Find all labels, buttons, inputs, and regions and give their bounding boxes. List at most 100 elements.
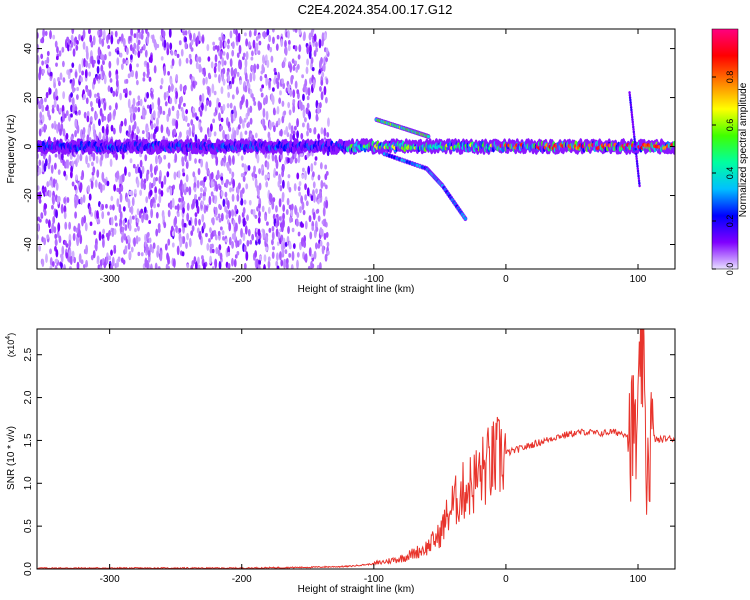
- heatmap-cell: [235, 29, 239, 37]
- heatmap-cell: [317, 133, 321, 140]
- heatmap-cell: [105, 126, 109, 136]
- heatmap-cell: [232, 131, 236, 140]
- heatmap-cell: [104, 53, 107, 61]
- spectrogram-xlabel: Height of straight line (km): [298, 284, 415, 295]
- heatmap-cell: [76, 40, 79, 45]
- heatmap-cell: [108, 105, 112, 111]
- heatmap-cell: [40, 98, 44, 105]
- heatmap-cell: [298, 29, 302, 36]
- heatmap-cell: [144, 154, 148, 162]
- heatmap-cell: [240, 155, 244, 161]
- heatmap-cell: [132, 105, 136, 115]
- heatmap-cell: [633, 135, 636, 139]
- heatmap-cell: [38, 159, 42, 166]
- heatmap-cell: [170, 225, 174, 232]
- heatmap-cell: [40, 38, 44, 44]
- heatmap-cell: [203, 186, 207, 193]
- heatmap-cell: [157, 97, 161, 107]
- heatmap-cell: [231, 109, 234, 115]
- heatmap-cell: [108, 230, 111, 237]
- heatmap-cell: [150, 182, 154, 189]
- heatmap-cell: [127, 242, 131, 250]
- heatmap-cell: [252, 208, 256, 217]
- snr-ytick-label: 0.0: [23, 562, 34, 576]
- heatmap-cell: [143, 109, 147, 116]
- heatmap-cell: [74, 109, 78, 115]
- spectrogram-xtick-label: 0: [503, 274, 509, 285]
- heatmap-cell: [261, 84, 265, 89]
- heatmap-cell: [316, 264, 320, 269]
- snr-multiplier: (x104): [5, 333, 16, 357]
- heatmap-cell: [282, 218, 285, 229]
- heatmap-cell: [294, 45, 298, 52]
- heatmap-cell: [54, 238, 58, 247]
- heatmap-cell: [59, 72, 63, 81]
- heatmap-cell: [188, 151, 192, 160]
- heatmap-cell: [156, 244, 160, 252]
- heatmap-cell: [243, 117, 247, 123]
- heatmap-cell: [282, 204, 286, 212]
- heatmap-cell: [298, 44, 302, 53]
- heatmap-cell: [266, 221, 269, 226]
- heatmap-cell: [65, 132, 69, 140]
- heatmap-cell: [313, 50, 317, 57]
- heatmap-cell: [66, 197, 70, 203]
- heatmap-cell: [46, 234, 50, 240]
- heatmap-cell: [154, 41, 158, 51]
- heatmap-cell: [296, 259, 299, 269]
- heatmap-cell: [201, 92, 205, 103]
- heatmap-cell: [205, 232, 208, 238]
- heatmap-cell: [139, 159, 143, 168]
- heatmap-cell: [159, 251, 163, 262]
- heatmap-cell: [136, 126, 140, 135]
- heatmap-cell: [145, 132, 149, 139]
- heatmap-cell: [233, 29, 236, 35]
- heatmap-cell: [192, 80, 195, 88]
- colorbar-label: Normalized spectral amplitude: [738, 82, 749, 217]
- heatmap-cell: [241, 187, 245, 194]
- heatmap-cell: [236, 52, 240, 58]
- heatmap-cell: [317, 104, 320, 115]
- heatmap-cell: [312, 211, 316, 221]
- heatmap-cell: [149, 163, 153, 173]
- heatmap-cell: [304, 254, 307, 262]
- heatmap-cell: [185, 57, 189, 64]
- heatmap-cell: [107, 211, 110, 216]
- heatmap-cell: [146, 67, 150, 73]
- heatmap-cell: [296, 172, 300, 180]
- heatmap-cell: [142, 71, 146, 78]
- heatmap-cell: [325, 57, 328, 62]
- heatmap-cell: [48, 154, 52, 165]
- heatmap-cell: [426, 134, 430, 139]
- heatmap-cell: [278, 216, 282, 221]
- heatmap-cell: [326, 131, 330, 138]
- heatmap-cell: [92, 35, 96, 46]
- heatmap-cell: [41, 258, 45, 268]
- heatmap-cell: [220, 125, 224, 131]
- heatmap-cell: [176, 212, 180, 217]
- snr-axes: -300 -200 -100 0 100 0.0 0.5 1.0 1.5 2.0 2.5: [23, 329, 675, 585]
- heatmap-cell: [211, 83, 215, 94]
- heatmap-cell: [58, 50, 62, 57]
- figure-title: C2E4.2024.354.00.17.G12: [298, 2, 453, 17]
- heatmap-cell: [282, 212, 285, 221]
- heatmap-cell: [92, 166, 96, 174]
- heatmap-cell: [136, 218, 140, 223]
- heatmap-cell: [164, 101, 168, 107]
- heatmap-cell: [65, 159, 69, 169]
- heatmap-cell: [197, 264, 201, 269]
- heatmap-cell: [314, 242, 318, 250]
- heatmap-cell: [154, 262, 158, 269]
- heatmap-cell: [44, 30, 48, 37]
- heatmap-cell: [76, 124, 80, 134]
- heatmap-cell: [231, 94, 235, 100]
- heatmap-cell: [292, 64, 296, 72]
- heatmap-cell: [133, 188, 137, 194]
- heatmap-cell: [211, 248, 215, 254]
- heatmap-cell: [214, 206, 218, 216]
- heatmap-cell: [113, 108, 117, 117]
- heatmap-cell: [287, 101, 291, 109]
- heatmap-cell: [129, 106, 133, 114]
- heatmap-cell: [249, 239, 253, 245]
